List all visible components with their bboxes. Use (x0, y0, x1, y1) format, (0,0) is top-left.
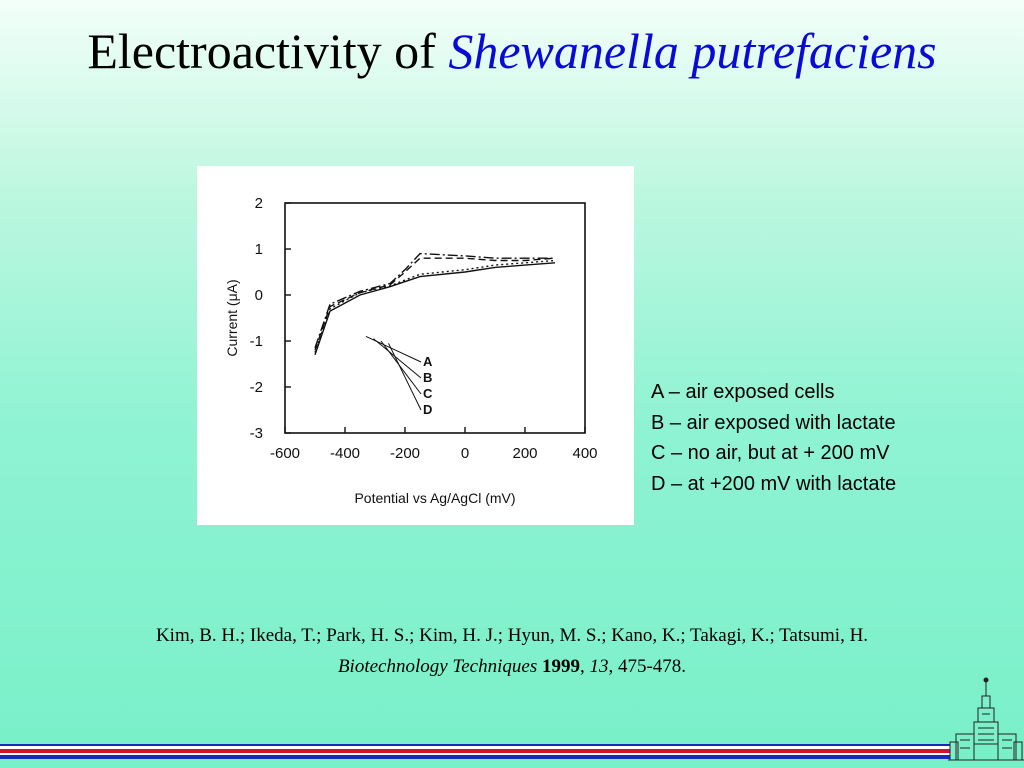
series-line-c (314, 257, 556, 351)
citation-volume: 13 (589, 656, 609, 677)
series-line-b (314, 259, 556, 353)
y-tick-label: -1 (250, 333, 263, 350)
annotation-label-d: D (423, 402, 432, 417)
plot-frame (284, 202, 586, 434)
citation: Kim, B. H.; Ikeda, T.; Park, H. S.; Kim,… (0, 620, 1024, 682)
y-tick-label: 1 (255, 241, 263, 258)
annotation-label-c: C (423, 386, 433, 401)
y-tick-label: -2 (250, 379, 263, 396)
citation-source: Biotechnology Techniques 1999, 13, 475-4… (337, 656, 687, 677)
annotation-label-b: B (423, 370, 432, 385)
citation-authors: Kim, B. H.; Ikeda, T.; Park, H. S.; Kim,… (155, 625, 869, 646)
footer-stripe-blue-bottom (0, 755, 950, 759)
series-line-d (314, 252, 555, 349)
legend-item-a: A – air exposed cells (651, 381, 835, 403)
slide-title: Electroactivity of Shewanella putrefacie… (0, 22, 1024, 80)
x-tick-label: 200 (512, 445, 537, 462)
university-building-logo (948, 677, 1024, 761)
x-tick-label: -600 (270, 445, 300, 462)
series-line-a (314, 262, 556, 356)
citation-pages: , 475-478. (608, 656, 687, 677)
citation-journal: Biotechnology Techniques (337, 656, 538, 677)
y-axis-label: Current (μA) (224, 279, 240, 356)
x-tick-label: -400 (330, 445, 360, 462)
x-tick-label: 0 (461, 445, 469, 462)
footer-stripe-blue-top (0, 744, 950, 746)
chart-svg: -600 -400 -200 0 200 400 2 1 0 -1 -2 -3 Potential vs… (224, 195, 598, 506)
curve-legend: A – air exposed cells B – air exposed wi… (651, 377, 896, 499)
x-tick-label: -200 (390, 445, 420, 462)
y-tick-label: 0 (255, 287, 263, 304)
y-tick-label: -3 (250, 425, 263, 442)
legend-item-b: B – air exposed with lactate (651, 411, 896, 434)
citation-year: 1999 (541, 656, 580, 677)
cyclic-voltammogram-figure: -600 -400 -200 0 200 400 2 1 0 -1 -2 -3 Potential vs… (197, 166, 634, 525)
annotation-leader-c (380, 340, 422, 395)
annotation-leader-d (388, 343, 422, 411)
legend-item-c: C – no air, but at + 200 mV (651, 442, 890, 464)
title-plain: Electroactivity of (87, 23, 436, 79)
annotation-label-a: A (423, 354, 433, 369)
legend-item-d: D – at +200 mV with lactate (651, 472, 897, 495)
x-tick-label: 400 (572, 445, 597, 462)
footer-stripe-red (0, 749, 950, 753)
x-axis-label: Potential vs Ag/AgCl (mV) (354, 490, 515, 506)
footer-stripe-white-2 (0, 753, 950, 755)
y-tick-label: 2 (255, 195, 263, 212)
title-italic-species: Shewanella putrefaciens (448, 23, 937, 79)
footer-stripe-white (0, 746, 950, 749)
annotation-leader-b (373, 338, 422, 379)
